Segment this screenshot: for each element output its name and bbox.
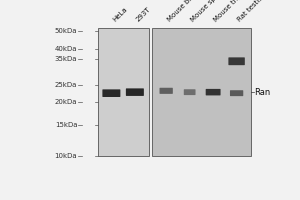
Text: Mouse brain: Mouse brain [166, 0, 201, 23]
Text: 293T: 293T [135, 6, 152, 23]
FancyBboxPatch shape [160, 88, 173, 94]
Text: Mouse spleen: Mouse spleen [190, 0, 228, 23]
FancyBboxPatch shape [206, 89, 220, 95]
Text: Rat testis: Rat testis [237, 0, 264, 23]
Text: 25kDa: 25kDa [55, 82, 77, 88]
FancyBboxPatch shape [184, 89, 196, 95]
FancyBboxPatch shape [102, 89, 120, 97]
Text: 35kDa: 35kDa [55, 56, 77, 62]
FancyBboxPatch shape [228, 57, 245, 65]
Bar [152, 28, 251, 156]
Text: 15kDa: 15kDa [55, 122, 77, 128]
Text: Mouse thymus: Mouse thymus [213, 0, 254, 23]
Text: 40kDa: 40kDa [55, 46, 77, 52]
Text: HeLa: HeLa [111, 6, 128, 23]
Text: 10kDa: 10kDa [55, 153, 77, 159]
Bar [98, 28, 149, 156]
Text: 20kDa: 20kDa [55, 99, 77, 105]
FancyBboxPatch shape [126, 88, 144, 96]
Text: Ran: Ran [255, 88, 271, 97]
Text: 50kDa: 50kDa [55, 28, 77, 34]
FancyBboxPatch shape [230, 90, 243, 96]
